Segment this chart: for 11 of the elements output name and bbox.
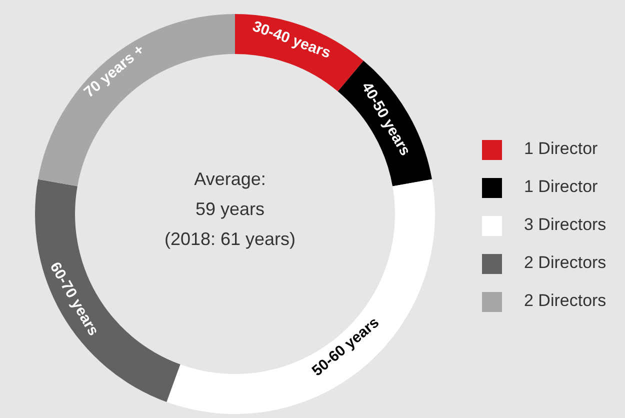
text: Average:: [193, 168, 267, 191]
text: (2018: 61 years): [163, 228, 297, 251]
legend-label: 1 Director: [524, 177, 598, 196]
legend-label: 2 Directors: [524, 253, 606, 272]
text: 59 years: [194, 198, 266, 221]
donut-slice: [338, 60, 432, 186]
legend-label: 2 Directors: [524, 291, 606, 310]
legend-label: 1 Director: [524, 139, 598, 158]
text: 30-40 years: [250, 18, 333, 62]
legend-label: 3 Directors: [524, 215, 606, 234]
donut-slice: [235, 14, 364, 92]
